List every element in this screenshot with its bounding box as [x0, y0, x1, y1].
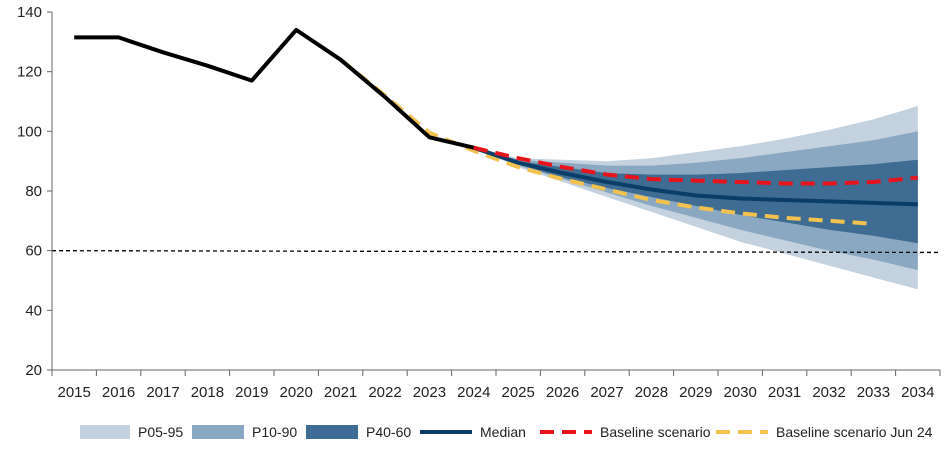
x-tick-label: 2022	[368, 384, 401, 401]
x-tick-label: 2032	[812, 384, 845, 401]
x-tick-label: 2030	[724, 384, 757, 401]
y-tick-label: 120	[17, 64, 42, 81]
axes: 20 40 60 80 100 120 140 2015 2016 2017 2018 2019 202…	[17, 4, 941, 401]
legend: P05-95 P10-90 P40-60 Median Baseline scenari…	[80, 424, 933, 440]
legend-swatch-p10-90	[192, 425, 244, 439]
y-tick-label: 60	[25, 243, 42, 260]
series-lines	[74, 27, 918, 226]
reference-line	[51, 250, 941, 254]
x-tick-label: 2031	[768, 384, 801, 401]
legend-label-baseline-scenario: Baseline scenario	[600, 424, 711, 440]
x-tick-label: 2018	[191, 384, 224, 401]
x-tick-label: 2028	[635, 384, 668, 401]
legend-swatch-p05-95	[80, 425, 130, 439]
series-line-historical	[74, 27, 475, 150]
legend-label-p10-90: P10-90	[252, 424, 297, 440]
x-tick-label: 2025	[502, 384, 535, 401]
x-tick-label: 2026	[546, 384, 579, 401]
series-line-baseline-jun24	[339, 58, 874, 226]
y-tick-label: 40	[25, 302, 42, 319]
y-tick-label: 100	[17, 123, 42, 140]
y-tick-label: 80	[25, 183, 42, 200]
x-tick-label: 2029	[679, 384, 712, 401]
x-tick-label: 2021	[324, 384, 357, 401]
x-tick-label: 2023	[413, 384, 446, 401]
x-tick-label: 2017	[146, 384, 179, 401]
x-tick-label: 2020	[280, 384, 313, 401]
reference-line-group	[51, 250, 941, 254]
x-tick-label: 2016	[102, 384, 135, 401]
legend-swatch-p40-60	[306, 425, 358, 439]
legend-label-p05-95: P05-95	[138, 424, 183, 440]
legend-label-baseline-scenario-jun-24: Baseline scenario Jun 24	[776, 424, 933, 440]
y-tick-label: 20	[25, 362, 42, 379]
legend-label-median: Median	[480, 424, 526, 440]
x-tick-label: 2034	[901, 384, 934, 401]
series-line-baseline	[473, 145, 918, 186]
series-line-median	[473, 145, 918, 207]
legend-label-p40-60: P40-60	[366, 424, 411, 440]
x-tick-label: 2027	[590, 384, 623, 401]
x-tick-label: 2015	[58, 384, 91, 401]
x-tick-label: 2024	[457, 384, 490, 401]
x-tick-label: 2019	[235, 384, 268, 401]
y-tick-label: 140	[17, 4, 42, 21]
fan-bands	[473, 106, 918, 290]
x-tick-label: 2033	[857, 384, 890, 401]
